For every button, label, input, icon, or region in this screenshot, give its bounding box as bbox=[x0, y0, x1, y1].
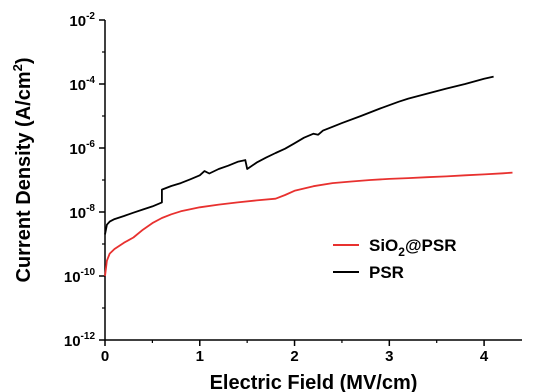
x-tick-label: 3 bbox=[385, 348, 393, 365]
x-axis-title: Electric Field (MV/cm) bbox=[210, 372, 418, 392]
y-axis-title-main: Current Density (A/cm bbox=[13, 71, 35, 282]
legend-label-sio2-psr-end: @PSR bbox=[405, 236, 457, 255]
y-axis: 10-12 10-10 10-8 10-6 10-4 10-2 bbox=[64, 11, 105, 350]
y-tick-label: 10-8 bbox=[69, 203, 95, 222]
series-line-psr bbox=[104, 75, 494, 235]
legend-label-psr-main: PSR bbox=[369, 263, 404, 282]
y-axis-title-superscript: 2 bbox=[10, 64, 25, 71]
y-axis-title-end: ) bbox=[13, 57, 35, 64]
legend-label-sio2-psr-main: SiO bbox=[369, 236, 398, 255]
y-tick-label: 10-10 bbox=[64, 267, 96, 286]
legend: SiO2@PSR PSR bbox=[333, 236, 457, 282]
legend-label-sio2-psr-subscript: 2 bbox=[398, 245, 405, 259]
series-layer bbox=[104, 75, 513, 277]
x-tick-label: 1 bbox=[196, 348, 204, 365]
x-tick-label: 4 bbox=[480, 348, 489, 365]
y-axis-title: Current Density (A/cm2) bbox=[10, 57, 35, 282]
y-tick-label: 10-12 bbox=[64, 331, 96, 350]
series-line-sio2-psr bbox=[104, 171, 513, 277]
legend-label-psr: PSR bbox=[369, 263, 404, 282]
x-tick-label: 2 bbox=[290, 348, 298, 365]
y-tick-label: 10-6 bbox=[69, 139, 95, 158]
plot-area bbox=[104, 20, 522, 341]
y-tick-label: 10-2 bbox=[69, 11, 95, 30]
legend-label-sio2-psr: SiO2@PSR bbox=[369, 236, 457, 259]
x-tick-label: 0 bbox=[101, 348, 109, 365]
axis-frame bbox=[104, 20, 522, 341]
y-tick-label: 10-4 bbox=[69, 75, 95, 94]
x-axis: 0 1 2 3 4 bbox=[101, 340, 489, 365]
